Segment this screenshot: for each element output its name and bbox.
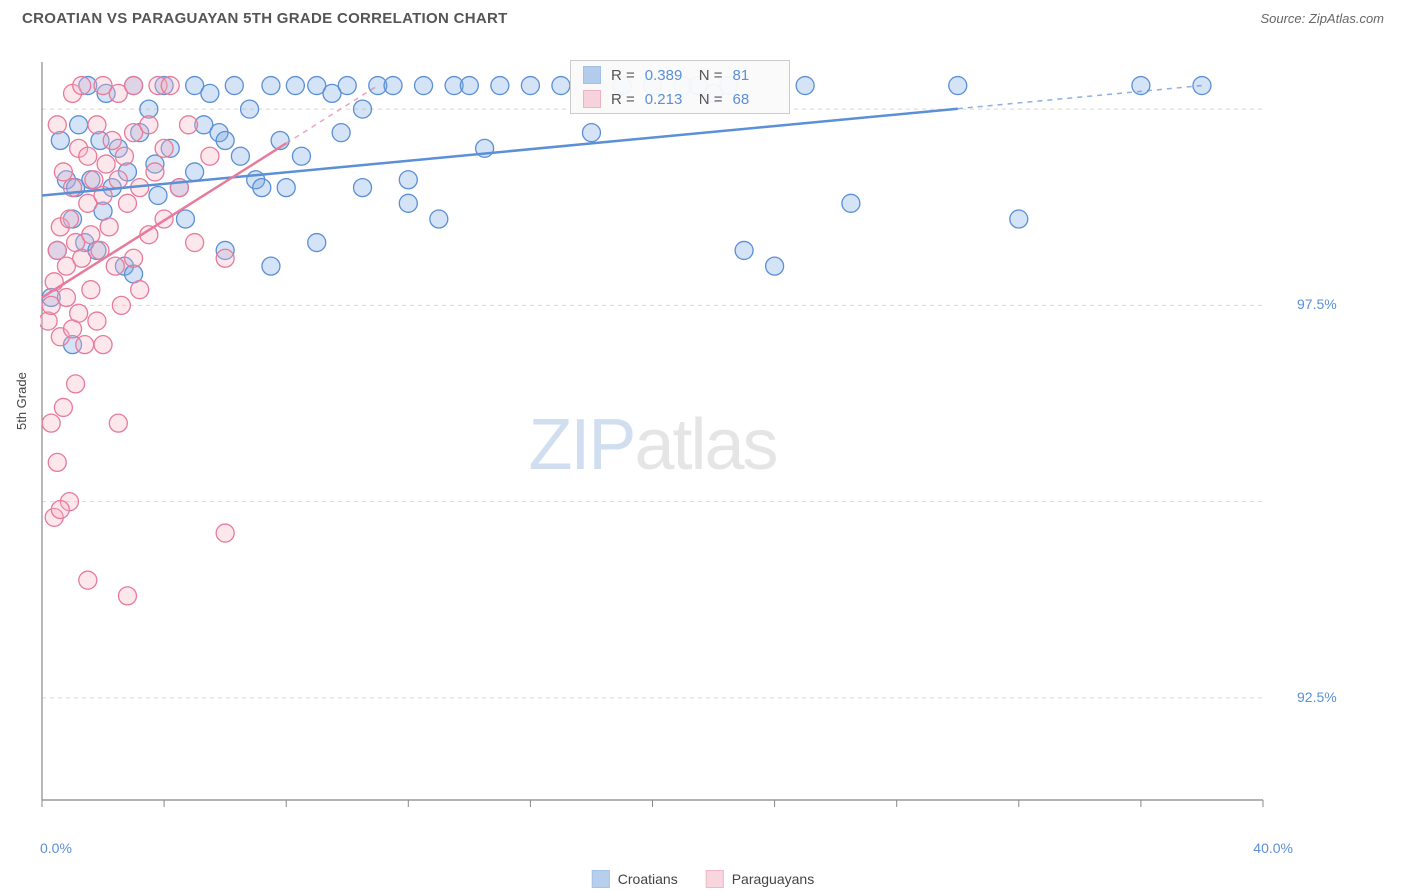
r-value: 0.389 (645, 67, 689, 84)
y-tick-label: 92.5% (1297, 689, 1357, 705)
series-swatch (583, 66, 601, 84)
scatter-chart (40, 60, 1265, 830)
r-label: R = (611, 67, 635, 84)
chart-title: CROATIAN VS PARAGUAYAN 5TH GRADE CORRELA… (22, 10, 508, 27)
legend-label: Croatians (618, 871, 678, 887)
x-axis-max-label: 40.0% (1253, 840, 1293, 856)
legend-item: Paraguayans (706, 870, 815, 888)
stats-legend-box: R = 0.389 N = 81 R = 0.213 N = 68 (570, 60, 790, 114)
r-label: R = (611, 91, 635, 108)
legend-swatch (592, 870, 610, 888)
source-label: Source: ZipAtlas.com (1260, 11, 1384, 26)
n-value: 81 (733, 67, 777, 84)
series-swatch (583, 90, 601, 108)
n-label: N = (699, 91, 723, 108)
y-axis-label: 5th Grade (14, 372, 29, 430)
stats-row: R = 0.213 N = 68 (571, 87, 789, 111)
legend-swatch (706, 870, 724, 888)
chart-area: ZIPatlas R =0.389N =81R =0.213N =68 0.0%… (40, 60, 1265, 830)
x-axis-min-label: 0.0% (40, 840, 72, 856)
legend-label: Paraguayans (732, 871, 815, 887)
stats-row: R = 0.389 N = 81 (571, 63, 789, 87)
n-value: 68 (733, 91, 777, 108)
n-label: N = (699, 67, 723, 84)
legend-item: Croatians (592, 870, 678, 888)
y-tick-label: 97.5% (1297, 296, 1357, 312)
r-value: 0.213 (645, 91, 689, 108)
header: CROATIAN VS PARAGUAYAN 5TH GRADE CORRELA… (0, 0, 1406, 35)
bottom-legend: Croatians Paraguayans (592, 870, 814, 888)
